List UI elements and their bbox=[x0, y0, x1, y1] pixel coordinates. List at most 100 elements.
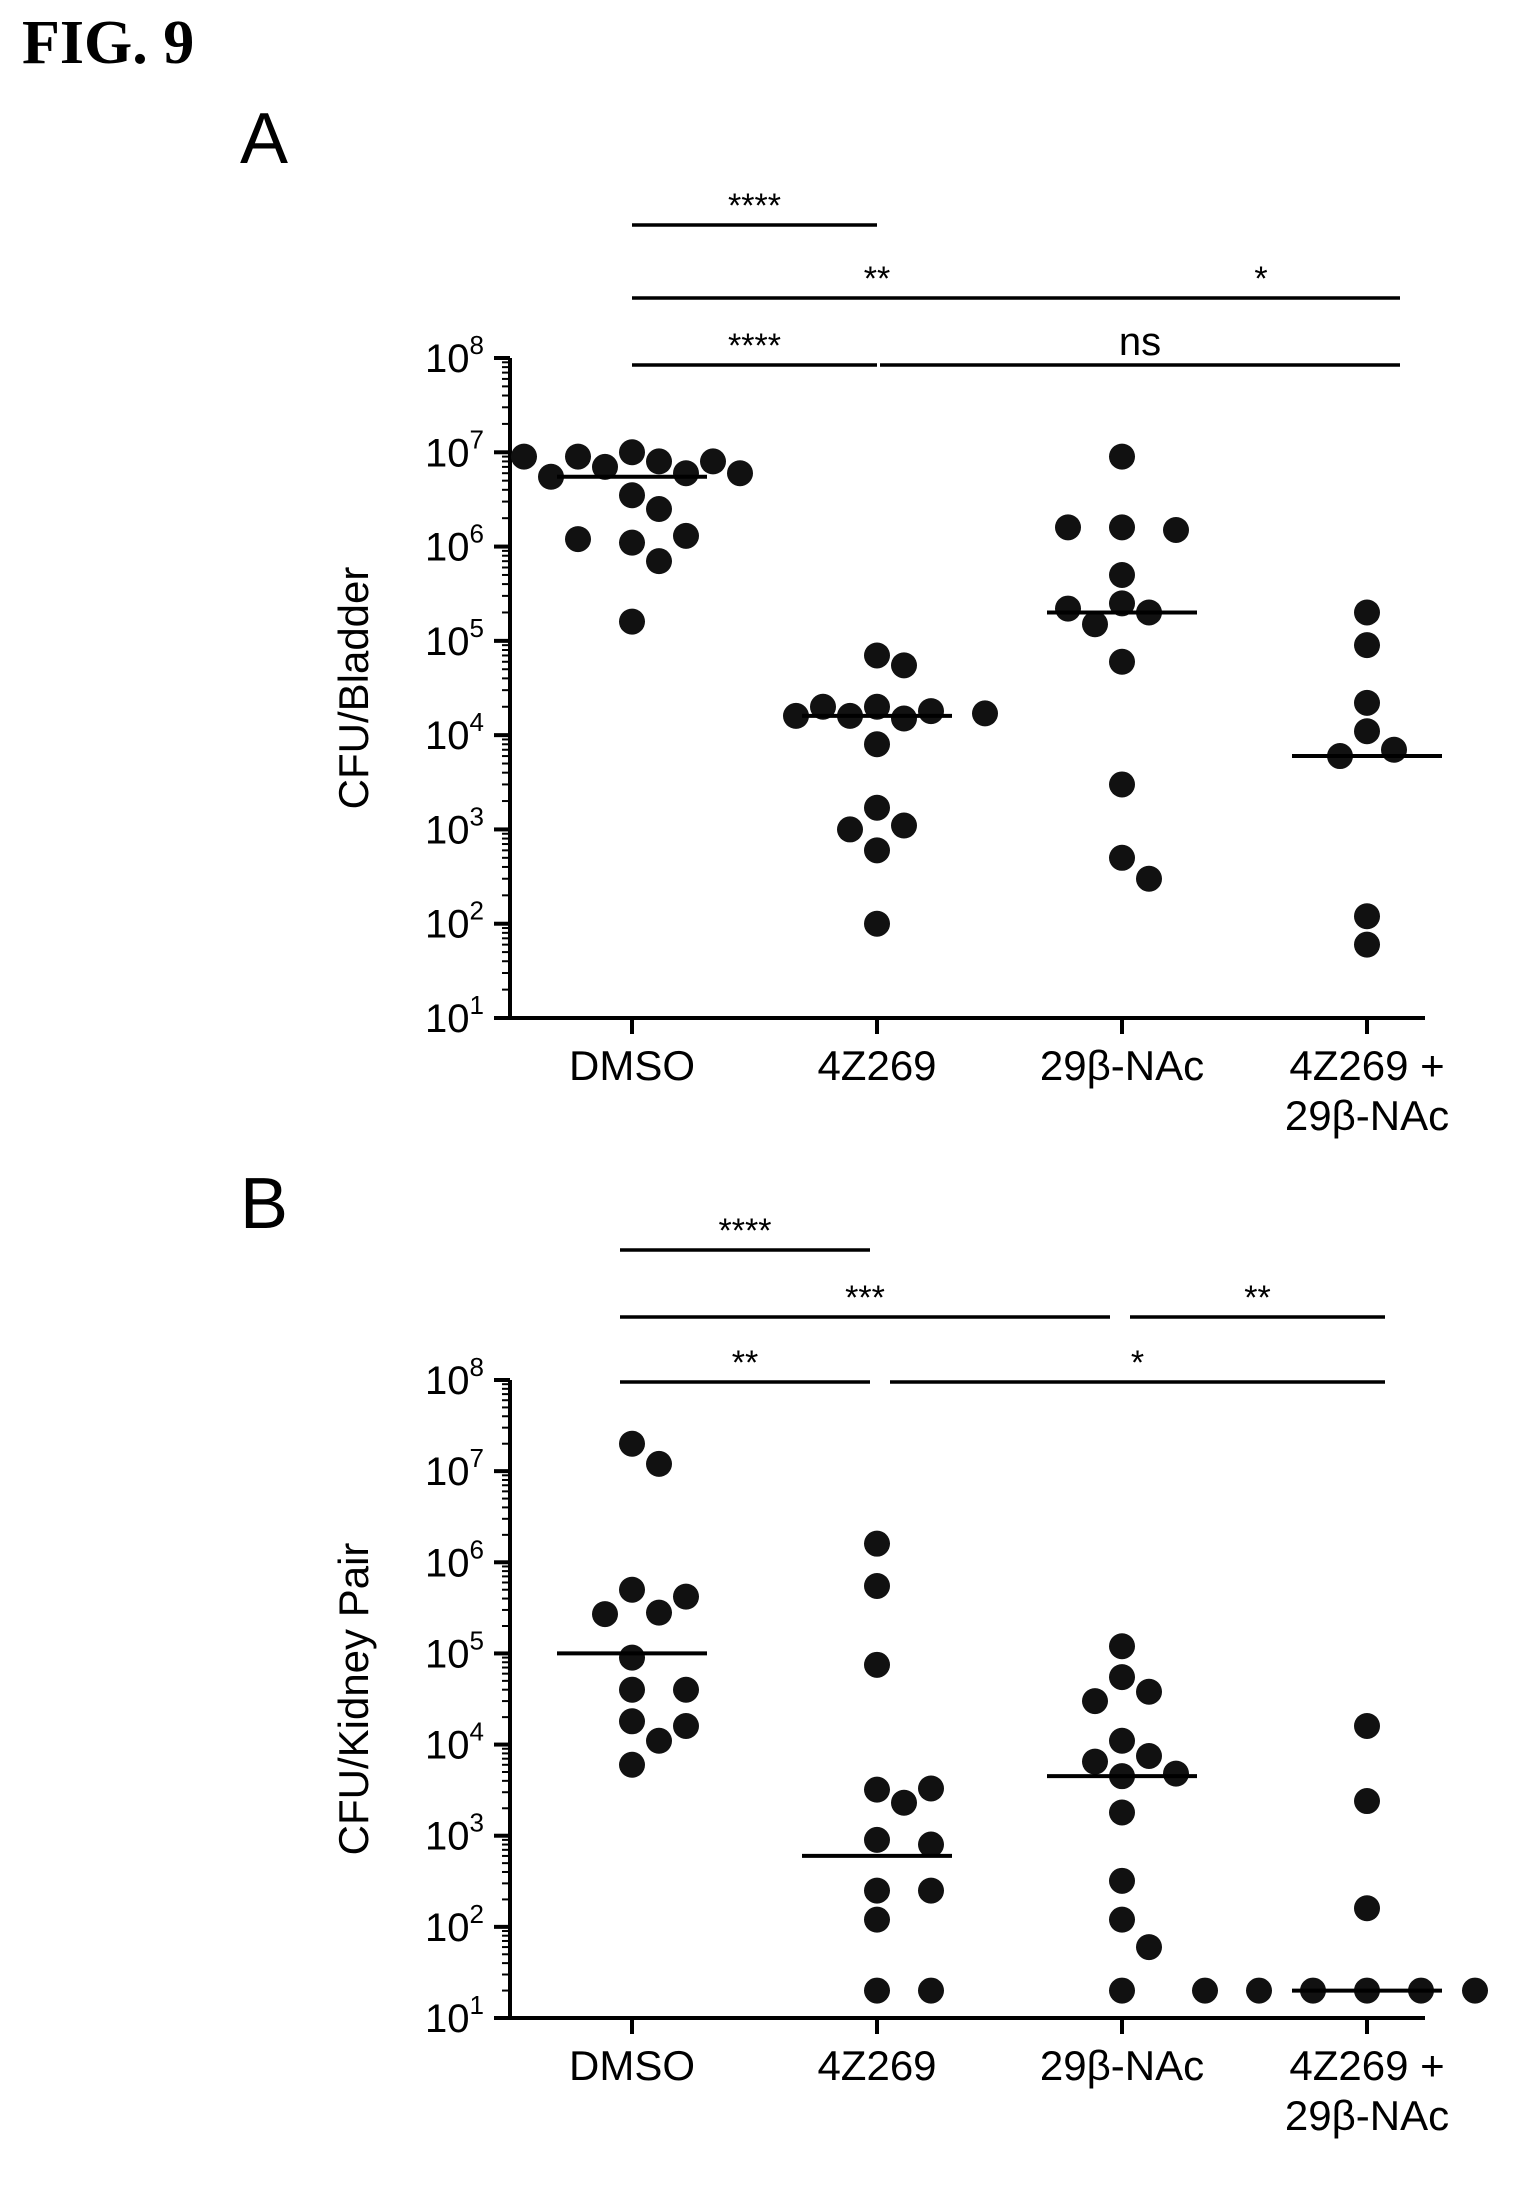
x-tick-label: 29β-NAc bbox=[1285, 1092, 1449, 1139]
data-point bbox=[864, 837, 890, 864]
data-point bbox=[1354, 632, 1380, 659]
data-point bbox=[619, 1708, 645, 1735]
data-point bbox=[1381, 736, 1407, 763]
data-point bbox=[565, 443, 591, 470]
data-point bbox=[891, 1789, 917, 1816]
data-point bbox=[891, 812, 917, 839]
data-point bbox=[673, 460, 699, 487]
significance-label: **** bbox=[728, 187, 781, 225]
data-point bbox=[918, 1775, 944, 1802]
data-point bbox=[1109, 1977, 1135, 2004]
data-point bbox=[673, 1676, 699, 1703]
data-point bbox=[1163, 1760, 1189, 1787]
data-point bbox=[1354, 689, 1380, 716]
x-tick-label: 4Z269 + bbox=[1289, 2042, 1444, 2089]
data-point bbox=[864, 1572, 890, 1599]
data-point bbox=[1354, 903, 1380, 930]
data-point bbox=[673, 1712, 699, 1739]
y-tick-label: 105 bbox=[425, 1625, 484, 1676]
x-tick-label: 29β-NAc bbox=[1285, 2092, 1449, 2139]
data-point bbox=[1136, 1678, 1162, 1705]
y-tick-label: 103 bbox=[425, 801, 484, 852]
data-point bbox=[1136, 1742, 1162, 1769]
data-point bbox=[592, 1601, 618, 1628]
significance-label: **** bbox=[728, 327, 781, 365]
data-point bbox=[1109, 590, 1135, 617]
figure-title: FIG. 9 bbox=[22, 9, 195, 77]
data-point bbox=[1109, 1664, 1135, 1691]
data-point bbox=[619, 1751, 645, 1778]
data-point bbox=[1109, 844, 1135, 871]
data-point bbox=[619, 482, 645, 509]
data-point bbox=[1109, 1799, 1135, 1826]
data-point bbox=[646, 1599, 672, 1626]
data-point bbox=[700, 448, 726, 475]
data-point bbox=[810, 693, 836, 720]
x-tick-label: 29β-NAc bbox=[1040, 2042, 1204, 2089]
data-point bbox=[891, 705, 917, 732]
data-point bbox=[673, 522, 699, 549]
significance-label: ** bbox=[732, 1344, 758, 1382]
y-tick-label: 104 bbox=[425, 707, 484, 758]
data-point bbox=[646, 448, 672, 475]
significance-label: **** bbox=[719, 1212, 772, 1250]
data-point bbox=[646, 548, 672, 575]
data-point bbox=[1109, 648, 1135, 675]
y-tick-label: 106 bbox=[425, 1534, 484, 1585]
data-point bbox=[864, 1877, 890, 1904]
panel-a-label: A bbox=[240, 99, 289, 179]
data-point bbox=[646, 1727, 672, 1754]
y-axis-title: CFU/Kidney Pair bbox=[330, 1543, 377, 1856]
data-point bbox=[1354, 931, 1380, 958]
data-point bbox=[918, 1977, 944, 2004]
data-point bbox=[972, 700, 998, 727]
significance-label: * bbox=[1254, 260, 1267, 298]
x-tick-label: DMSO bbox=[569, 2042, 695, 2089]
data-point bbox=[511, 443, 537, 470]
y-tick-label: 102 bbox=[425, 1899, 484, 1950]
y-tick-label: 107 bbox=[425, 424, 484, 475]
y-tick-label: 103 bbox=[425, 1808, 484, 1859]
data-point bbox=[1136, 1934, 1162, 1961]
data-point bbox=[918, 1877, 944, 1904]
data-point bbox=[918, 698, 944, 725]
x-tick-label: 4Z269 + bbox=[1289, 1042, 1444, 1089]
data-point bbox=[1109, 514, 1135, 541]
data-point bbox=[619, 439, 645, 466]
data-point bbox=[1354, 1788, 1380, 1815]
data-point bbox=[891, 652, 917, 679]
data-point bbox=[1136, 865, 1162, 892]
significance-label: ns bbox=[1119, 320, 1161, 364]
data-point bbox=[619, 1576, 645, 1603]
data-point bbox=[1246, 1977, 1272, 2004]
data-point bbox=[1055, 595, 1081, 622]
data-point bbox=[1354, 599, 1380, 626]
data-point bbox=[783, 702, 809, 729]
data-point bbox=[619, 1676, 645, 1703]
data-point bbox=[1354, 1712, 1380, 1739]
data-point bbox=[1109, 1867, 1135, 1894]
data-point bbox=[673, 1583, 699, 1610]
y-tick-label: 107 bbox=[425, 1443, 484, 1494]
data-point bbox=[864, 1776, 890, 1803]
data-point bbox=[619, 529, 645, 556]
data-point bbox=[619, 1430, 645, 1457]
y-tick-label: 108 bbox=[425, 1352, 484, 1403]
data-point bbox=[592, 453, 618, 480]
data-point bbox=[1109, 1727, 1135, 1754]
data-point bbox=[864, 1530, 890, 1557]
panel-a-chart: 101 102 103 104 105 106 107 108 CFU/Bladder DMSO 4… bbox=[330, 187, 1449, 1139]
data-point bbox=[1109, 443, 1135, 470]
panel-b-chart: 101 102 103 104 105 106 107 108 CFU/Kidney Pair D… bbox=[330, 1212, 1488, 2139]
y-axis-title: CFU/Bladder bbox=[330, 567, 377, 810]
data-point bbox=[864, 1826, 890, 1853]
data-point bbox=[565, 526, 591, 553]
data-point bbox=[864, 731, 890, 758]
data-point bbox=[864, 794, 890, 821]
data-point bbox=[619, 1644, 645, 1671]
data-point bbox=[727, 460, 753, 487]
data-point bbox=[1354, 718, 1380, 745]
y-tick-label: 102 bbox=[425, 896, 484, 947]
data-point bbox=[1082, 1688, 1108, 1715]
data-point bbox=[864, 1977, 890, 2004]
